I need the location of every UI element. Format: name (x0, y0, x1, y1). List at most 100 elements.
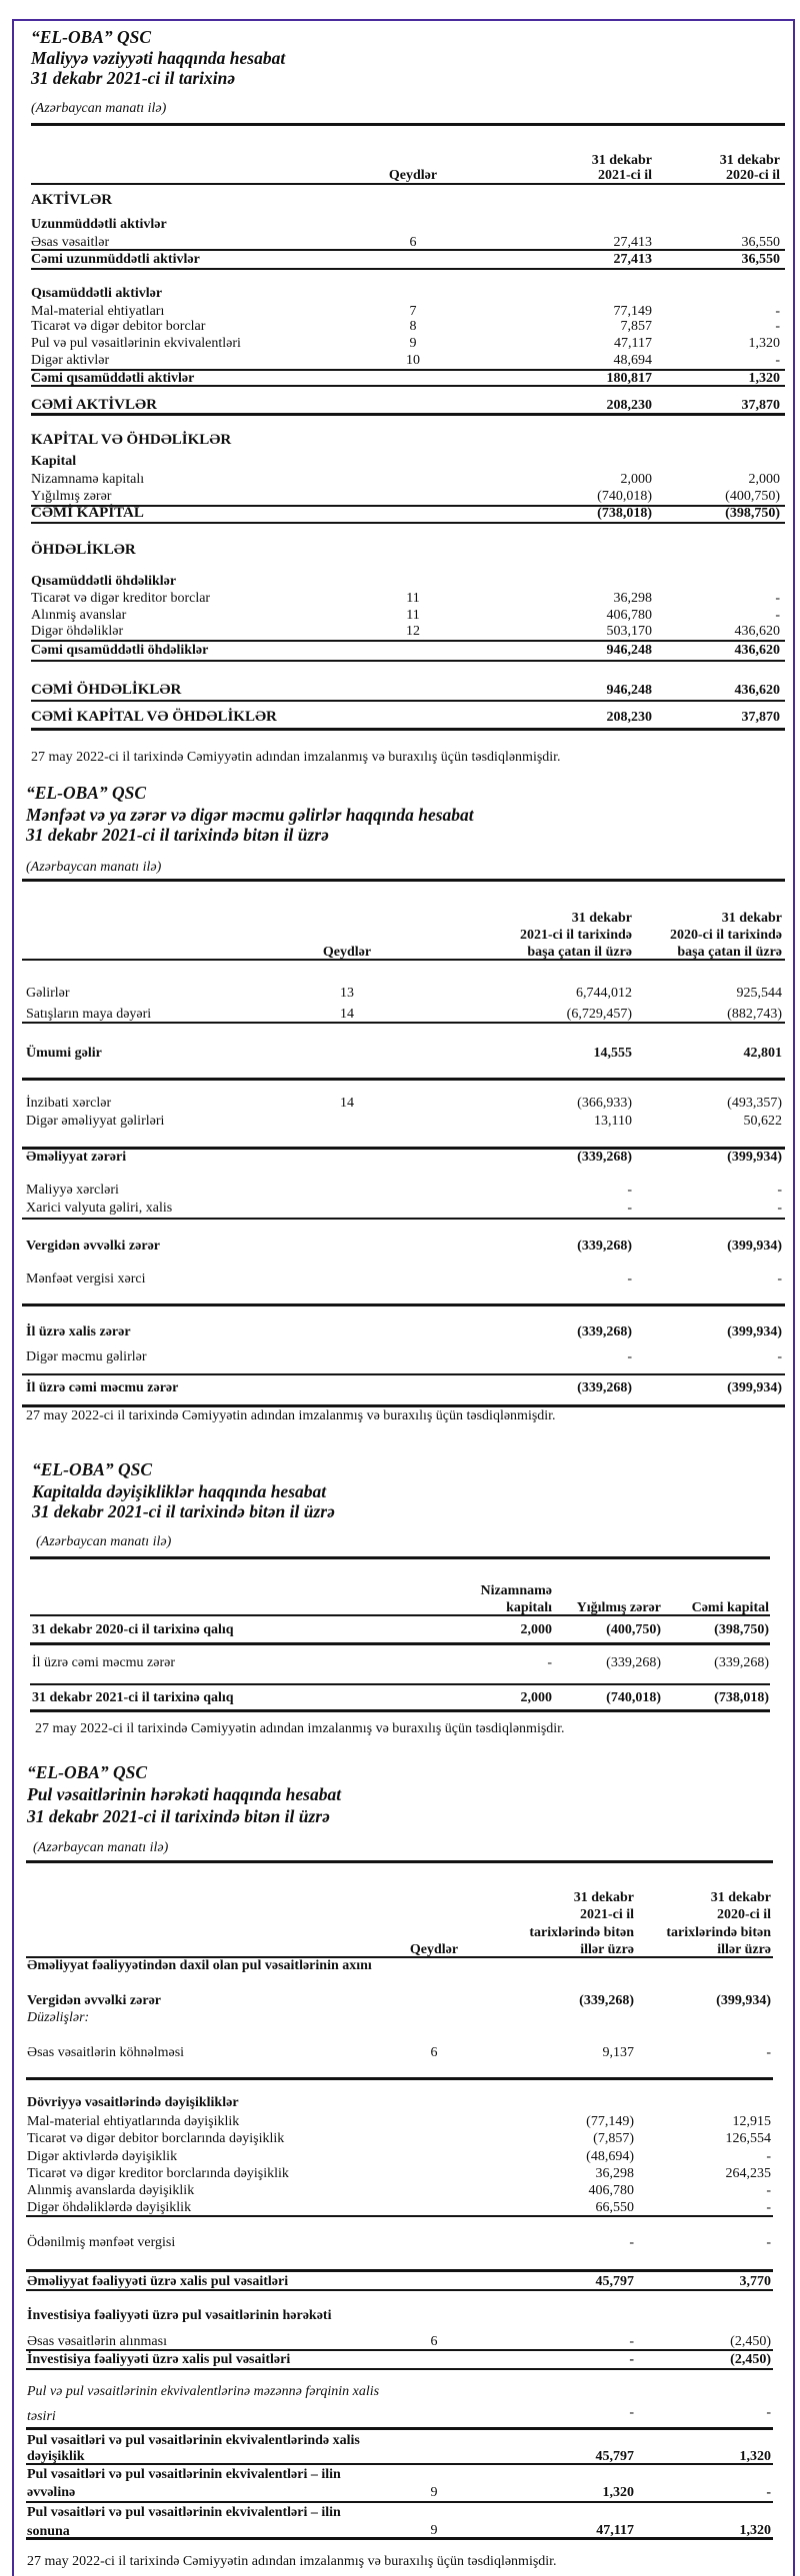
header-rule (31, 183, 785, 185)
title-rule (31, 123, 785, 126)
column-header: Cəmi kapital (691, 1600, 769, 1615)
column-header: kapitalı (506, 1600, 552, 1615)
row-label: Ticarət və digər debitor borclarında dəy… (27, 2131, 285, 2146)
rule-divider (22, 1078, 785, 1081)
row-label: Kapital (31, 454, 77, 469)
row-value: - (777, 1183, 782, 1198)
title-rule (22, 879, 785, 882)
row-label: İl üzrə xalis zərər (26, 1324, 131, 1339)
row-value: - (766, 2149, 771, 2164)
column-header: 2021-ci il (579, 1907, 634, 1923)
row-value: (7,857) (593, 2131, 634, 2146)
row-label: Alınmiş avanslarda dəyişiklik (27, 2183, 195, 2198)
row-value: (398,750) (714, 1622, 769, 1637)
row-value: 1,320 (739, 2449, 772, 2464)
row-value: - (775, 608, 780, 623)
row-note: 12 (406, 624, 420, 639)
approval-footnote: 27 may 2022-ci il tarixində Cəmiyyətin a… (35, 1721, 565, 1736)
company-name: “EL-OBA” QSC (31, 27, 152, 47)
row-value: 37,870 (741, 710, 781, 725)
row-label: Qısamüddətli öhdəliklər (31, 574, 177, 589)
row-label: AKTİVLƏR (31, 192, 113, 208)
row-value: 48,694 (613, 353, 653, 368)
row-value: 1,320 (602, 2485, 635, 2500)
row-value: 12,915 (732, 2114, 772, 2129)
row-value: 45,797 (595, 2274, 635, 2289)
row-note: 13 (340, 986, 354, 1001)
row-label: Digər əməliyyat gəlirləri (26, 1114, 165, 1129)
row-label: CƏMİ KAPİTAL VƏ ÖHDƏLİKLƏR (31, 709, 277, 725)
row-label: Digər öhdəliklər (31, 624, 124, 639)
row-label: Əməliyyat fəaliyyətindən daxil olan pul … (27, 1958, 372, 1973)
row-value: (48,694) (586, 2149, 634, 2164)
rule-divider (26, 2501, 773, 2503)
row-label: Satışların maya dəyəri (26, 1007, 152, 1022)
row-value: (339,268) (714, 1655, 769, 1670)
row-label: Əsas vəsaitlərin köhnəlməsi (27, 2045, 185, 2060)
row-value: (339,268) (577, 1239, 632, 1254)
row-label: İnzibati xərclər (26, 1096, 112, 1111)
statement-period: 31 dekabr 2021-ci il tarixində bitən il … (32, 1501, 335, 1521)
rule-divider (31, 700, 785, 702)
statement-period: 31 dekabr 2021-ci il tarixində bitən il … (27, 1806, 330, 1826)
approval-footnote: 27 may 2022-ci il tarixində Cəmiyyətin a… (27, 2554, 557, 2569)
currency-note: (Azərbaycan manatı ilə) (31, 101, 167, 116)
row-value: - (547, 1655, 552, 1670)
row-value: - (777, 1201, 782, 1216)
row-value: - (627, 1201, 632, 1216)
row-note: 11 (406, 591, 420, 606)
row-value: (399,934) (727, 1239, 782, 1254)
column-header: 2020-ci il (716, 1907, 771, 1923)
row-value: - (766, 2485, 771, 2500)
row-label: Alınmiş avanslar (31, 608, 127, 623)
title-rule (26, 1860, 773, 1863)
column-header: Nizamnamə (480, 1583, 552, 1598)
row-label: Əməliyyat zərəri (26, 1150, 127, 1165)
row-value: - (777, 1349, 782, 1364)
row-value: 36,298 (595, 2166, 635, 2181)
row-label: Əsas vəsaitlərin alınması (27, 2334, 167, 2349)
row-note: 7 (409, 304, 417, 319)
row-label: İl üzrə cəmi məcmu zərər (32, 1655, 176, 1670)
company-name: “EL-OBA” QSC (27, 1762, 148, 1782)
column-header: 2020-ci il (725, 168, 780, 183)
row-value: 9,137 (602, 2045, 635, 2060)
rule-divider (31, 369, 785, 371)
row-value: (740,018) (597, 489, 652, 504)
row-label: CƏMİ ÖHDƏLİKLƏR (31, 682, 182, 698)
row-value: (2,450) (730, 2334, 771, 2349)
rule-divider (26, 2463, 773, 2465)
row-label: Gəlirlər (26, 986, 70, 1001)
row-value: - (775, 353, 780, 368)
row-note: 14 (340, 1096, 354, 1111)
row-value: 208,230 (606, 710, 653, 725)
row-label: Mal-material ehtiyatları (31, 304, 165, 319)
row-value: 406,780 (588, 2183, 635, 2198)
row-label: Yığılmış zərər (31, 489, 112, 504)
row-label: KAPİTAL VƏ ÖHDƏLİKLƏR (31, 432, 232, 448)
row-value: 36,550 (741, 252, 781, 267)
row-label: Ticarət və digər kreditor borclar (31, 591, 211, 606)
rule-divider (31, 505, 785, 507)
row-value: - (766, 2200, 771, 2215)
row-note: 14 (340, 1007, 354, 1022)
rule-divider (26, 2289, 773, 2291)
notes-column-header: Qeydlər (322, 945, 372, 960)
row-value: (366,933) (577, 1096, 632, 1111)
rule-divider (30, 1642, 770, 1645)
row-label: Cəmi qısamüddətli öhdəliklər (31, 643, 209, 658)
row-label: Xarici valyuta gəliri, xalis (26, 1201, 173, 1216)
rule-divider (31, 522, 785, 524)
company-name: “EL-OBA” QSC (32, 1459, 153, 1479)
column-header: 2020-ci il tarixində (670, 928, 782, 943)
row-value: 14,555 (593, 1046, 633, 1061)
row-value: - (775, 304, 780, 319)
row-value: (882,743) (727, 1007, 782, 1022)
column-header: başa çatan il üzrə (527, 945, 632, 960)
approval-footnote: 27 may 2022-ci il tarixində Cəmiyyətin a… (31, 750, 561, 765)
column-header: 31 dekabr (591, 153, 652, 168)
rule-divider (31, 249, 785, 251)
row-value: 436,620 (734, 624, 781, 639)
row-label: Vergidən əvvəlki zərər (26, 1239, 160, 1254)
